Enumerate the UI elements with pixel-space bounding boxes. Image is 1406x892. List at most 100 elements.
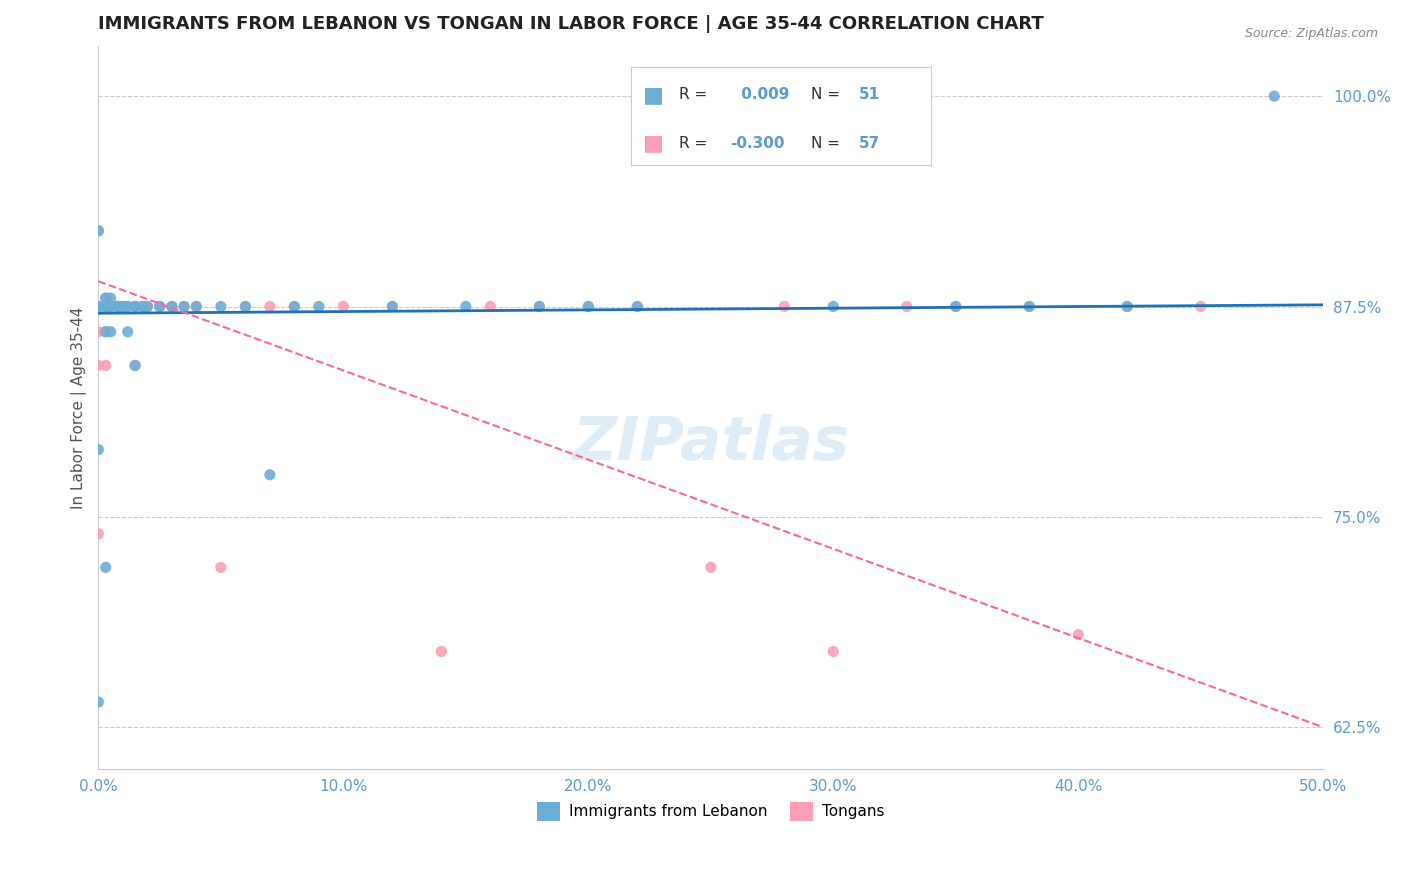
Point	[124, 300, 146, 314]
Point	[111, 300, 134, 314]
Point	[430, 644, 453, 658]
Point	[107, 300, 129, 314]
Point	[107, 300, 129, 314]
Point	[479, 300, 502, 314]
Point	[700, 560, 723, 574]
Point	[100, 300, 122, 314]
Point	[100, 300, 122, 314]
Point	[94, 300, 117, 314]
Point	[87, 224, 110, 238]
Point	[1018, 300, 1040, 314]
Point	[87, 359, 110, 373]
Point	[131, 300, 153, 314]
Point	[233, 300, 256, 314]
Point	[136, 300, 159, 314]
Point	[332, 300, 354, 314]
Point	[124, 300, 146, 314]
Point	[117, 300, 139, 314]
Point	[107, 300, 129, 314]
Point	[136, 300, 159, 314]
Point	[111, 300, 134, 314]
Point	[100, 291, 122, 305]
Point	[209, 300, 232, 314]
Point	[529, 300, 551, 314]
Point	[381, 300, 404, 314]
Point	[100, 300, 122, 314]
Point	[94, 300, 117, 314]
Point	[308, 300, 330, 314]
Point	[87, 526, 110, 541]
Point	[87, 300, 110, 314]
Point	[259, 300, 281, 314]
Point	[945, 300, 967, 314]
Point	[1189, 300, 1212, 314]
Point	[87, 300, 110, 314]
Point	[1116, 300, 1139, 314]
Point	[626, 300, 648, 314]
Point	[87, 300, 110, 314]
Point	[823, 300, 845, 314]
Point	[111, 300, 134, 314]
Point	[107, 300, 129, 314]
Point	[87, 695, 110, 709]
Point	[87, 325, 110, 339]
Point	[233, 300, 256, 314]
Point	[124, 359, 146, 373]
Point	[160, 300, 183, 314]
Point	[149, 300, 172, 314]
Point	[823, 644, 845, 658]
Point	[773, 300, 796, 314]
Point	[1263, 89, 1285, 103]
Point	[576, 300, 599, 314]
Point	[87, 300, 110, 314]
Legend: Immigrants from Lebanon, Tongans: Immigrants from Lebanon, Tongans	[530, 796, 891, 827]
Point	[94, 291, 117, 305]
Point	[94, 291, 117, 305]
Point	[87, 300, 110, 314]
Point	[94, 359, 117, 373]
Point	[87, 442, 110, 457]
Point	[945, 300, 967, 314]
Point	[209, 560, 232, 574]
Point	[283, 300, 305, 314]
Point	[173, 300, 195, 314]
Point	[87, 300, 110, 314]
Point	[576, 300, 599, 314]
Point	[186, 300, 208, 314]
Point	[259, 467, 281, 482]
Point	[117, 300, 139, 314]
Point	[149, 300, 172, 314]
Point	[1067, 628, 1090, 642]
Point	[131, 300, 153, 314]
Point	[107, 300, 129, 314]
Point	[173, 300, 195, 314]
Point	[124, 300, 146, 314]
Point	[107, 300, 129, 314]
Point	[529, 300, 551, 314]
Point	[149, 300, 172, 314]
Point	[381, 300, 404, 314]
Point	[94, 325, 117, 339]
Point	[100, 300, 122, 314]
Point	[124, 359, 146, 373]
Point	[107, 300, 129, 314]
Point	[454, 300, 477, 314]
Text: IMMIGRANTS FROM LEBANON VS TONGAN IN LABOR FORCE | AGE 35-44 CORRELATION CHART: IMMIGRANTS FROM LEBANON VS TONGAN IN LAB…	[98, 15, 1045, 33]
Point	[160, 300, 183, 314]
Point	[94, 300, 117, 314]
Point	[1018, 300, 1040, 314]
Point	[100, 325, 122, 339]
Point	[94, 300, 117, 314]
Point	[160, 300, 183, 314]
Point	[124, 300, 146, 314]
Y-axis label: In Labor Force | Age 35-44: In Labor Force | Age 35-44	[72, 306, 87, 508]
Point	[94, 300, 117, 314]
Point	[131, 300, 153, 314]
Point	[283, 300, 305, 314]
Point	[107, 300, 129, 314]
Point	[117, 325, 139, 339]
Point	[136, 300, 159, 314]
Point	[111, 300, 134, 314]
Point	[94, 325, 117, 339]
Point	[94, 560, 117, 574]
